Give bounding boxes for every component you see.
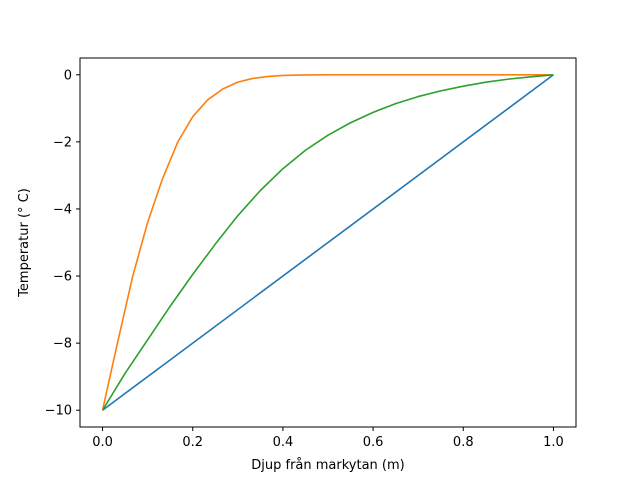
x-tick-label: 0.6 <box>363 435 384 450</box>
plot-area <box>79 57 577 428</box>
series-layer <box>101 73 554 411</box>
y-axis: 0 −2 −4 −6 −8 −10 <box>45 68 80 419</box>
y-tick-label: −2 <box>53 135 72 150</box>
y-tick-label: −8 <box>53 337 72 352</box>
x-tick-label: 1.0 <box>543 435 564 450</box>
y-tick-label: 0 <box>64 68 72 83</box>
y-tick-label: −4 <box>53 202 72 217</box>
y-axis-label: Temperatur (° C) <box>17 188 32 298</box>
x-tick-label: 0.0 <box>92 435 113 450</box>
axes-frame <box>79 57 577 428</box>
x-axis: 0.0 0.2 0.4 0.6 0.8 1.0 <box>92 427 564 450</box>
y-tick-label: −10 <box>45 404 72 419</box>
series-line-3 <box>101 73 554 411</box>
x-tick-label: 0.2 <box>182 435 203 450</box>
series-line-1 <box>102 74 554 411</box>
x-tick-label: 0.4 <box>273 435 294 450</box>
x-tick-label: 0.8 <box>453 435 474 450</box>
series-line-2 <box>101 73 554 411</box>
x-axis-label: Djup från markytan (m) <box>251 458 404 473</box>
y-tick-label: −6 <box>53 270 72 285</box>
